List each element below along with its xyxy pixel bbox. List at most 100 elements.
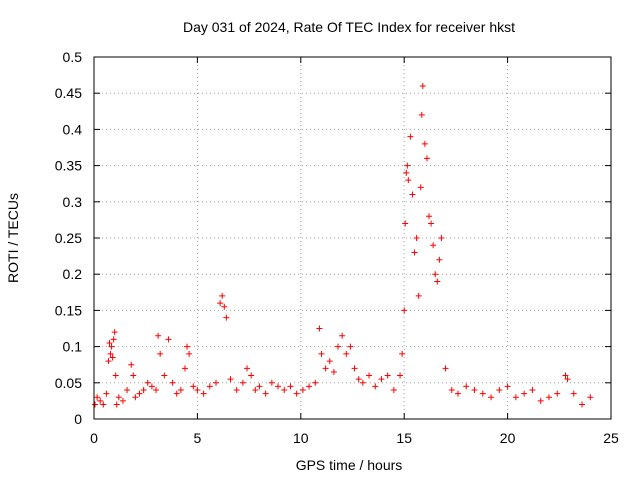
data-point <box>108 343 115 350</box>
data-point <box>100 401 107 408</box>
data-point <box>97 397 104 404</box>
data-point <box>359 379 366 386</box>
data-point <box>262 390 269 397</box>
data-point <box>213 379 220 386</box>
y-tick-label: 0.2 <box>63 266 83 282</box>
data-point <box>169 379 176 386</box>
data-point <box>434 278 441 285</box>
data-point <box>411 249 418 256</box>
data-point <box>316 325 323 332</box>
data-point <box>109 354 116 361</box>
data-point <box>409 191 416 198</box>
data-point <box>153 387 160 394</box>
data-point <box>157 350 164 357</box>
data-point <box>521 390 528 397</box>
data-point <box>413 235 420 241</box>
data-point <box>281 387 288 394</box>
data-point <box>223 314 230 321</box>
data-point <box>428 220 435 227</box>
data-point <box>107 350 114 357</box>
data-point <box>233 387 240 394</box>
x-tick-label: 0 <box>90 430 98 446</box>
data-point <box>165 336 172 343</box>
data-point <box>128 361 135 368</box>
data-point <box>287 383 294 390</box>
data-point <box>161 372 168 379</box>
data-point <box>347 343 354 350</box>
data-point <box>318 350 325 357</box>
data-point <box>471 387 478 394</box>
x-tick-label: 5 <box>194 430 202 446</box>
data-point <box>432 271 439 278</box>
data-point <box>436 256 443 263</box>
data-point <box>136 390 143 397</box>
data-point <box>219 292 226 299</box>
data-point <box>397 372 404 379</box>
data-points <box>92 82 594 408</box>
y-tick-label: 0.5 <box>63 49 83 65</box>
x-tick-label: 25 <box>603 430 619 446</box>
data-point <box>399 350 406 357</box>
plot-frame <box>93 56 612 420</box>
data-point <box>148 383 155 390</box>
data-point <box>504 383 511 390</box>
y-tick-label: 0.25 <box>55 230 82 246</box>
y-tick-label: 0.35 <box>55 158 82 174</box>
data-point <box>119 397 126 404</box>
data-point <box>355 376 362 383</box>
data-point <box>244 365 251 372</box>
chart-title: Day 031 of 2024, Rate Of TEC Index for r… <box>183 19 515 35</box>
data-point <box>442 365 449 372</box>
data-point <box>587 394 594 401</box>
data-point <box>562 372 569 379</box>
data-point <box>372 383 379 390</box>
data-point <box>124 387 131 394</box>
data-point <box>545 394 552 401</box>
grid-lines <box>94 57 611 419</box>
y-tick-label: 0.05 <box>55 375 82 391</box>
data-point <box>419 82 426 89</box>
data-point <box>426 213 433 220</box>
data-point <box>322 365 329 372</box>
data-point <box>103 390 110 397</box>
data-point <box>401 307 408 314</box>
data-point <box>463 383 470 390</box>
data-point <box>130 372 137 379</box>
data-point <box>227 376 234 383</box>
y-tick-label: 0.3 <box>63 194 83 210</box>
data-point <box>421 140 428 147</box>
data-point <box>537 397 544 404</box>
data-point <box>110 336 117 343</box>
data-point <box>184 343 191 350</box>
y-axis-ticks: 0 0.05 0.1 0.15 0.2 0.25 0.3 0.35 0.4 0.45 0.5 <box>55 49 611 427</box>
data-point <box>293 390 300 397</box>
data-point <box>554 390 561 397</box>
data-point <box>330 368 337 375</box>
data-point <box>194 387 201 394</box>
data-point <box>186 350 193 357</box>
x-axis-ticks: 0 5 10 15 20 25 <box>90 57 619 446</box>
data-point <box>181 365 188 372</box>
data-point <box>312 379 319 386</box>
y-axis-title: ROTI / TECUs <box>5 193 21 283</box>
x-tick-label: 15 <box>396 430 412 446</box>
y-tick-label: 0.4 <box>63 121 83 137</box>
data-point <box>92 401 99 408</box>
data-point <box>111 329 118 336</box>
data-point <box>248 372 255 379</box>
data-point <box>378 376 385 383</box>
x-axis-title: GPS time / hours <box>296 457 403 473</box>
data-point <box>268 379 275 386</box>
data-point <box>438 235 445 241</box>
data-point <box>570 390 577 397</box>
data-point <box>405 177 412 184</box>
data-point <box>106 339 113 346</box>
data-point <box>115 394 122 401</box>
data-point <box>206 383 213 390</box>
data-point <box>404 162 411 169</box>
data-point <box>299 387 306 394</box>
data-point <box>113 401 120 408</box>
data-point <box>343 350 350 357</box>
data-point <box>217 300 224 307</box>
